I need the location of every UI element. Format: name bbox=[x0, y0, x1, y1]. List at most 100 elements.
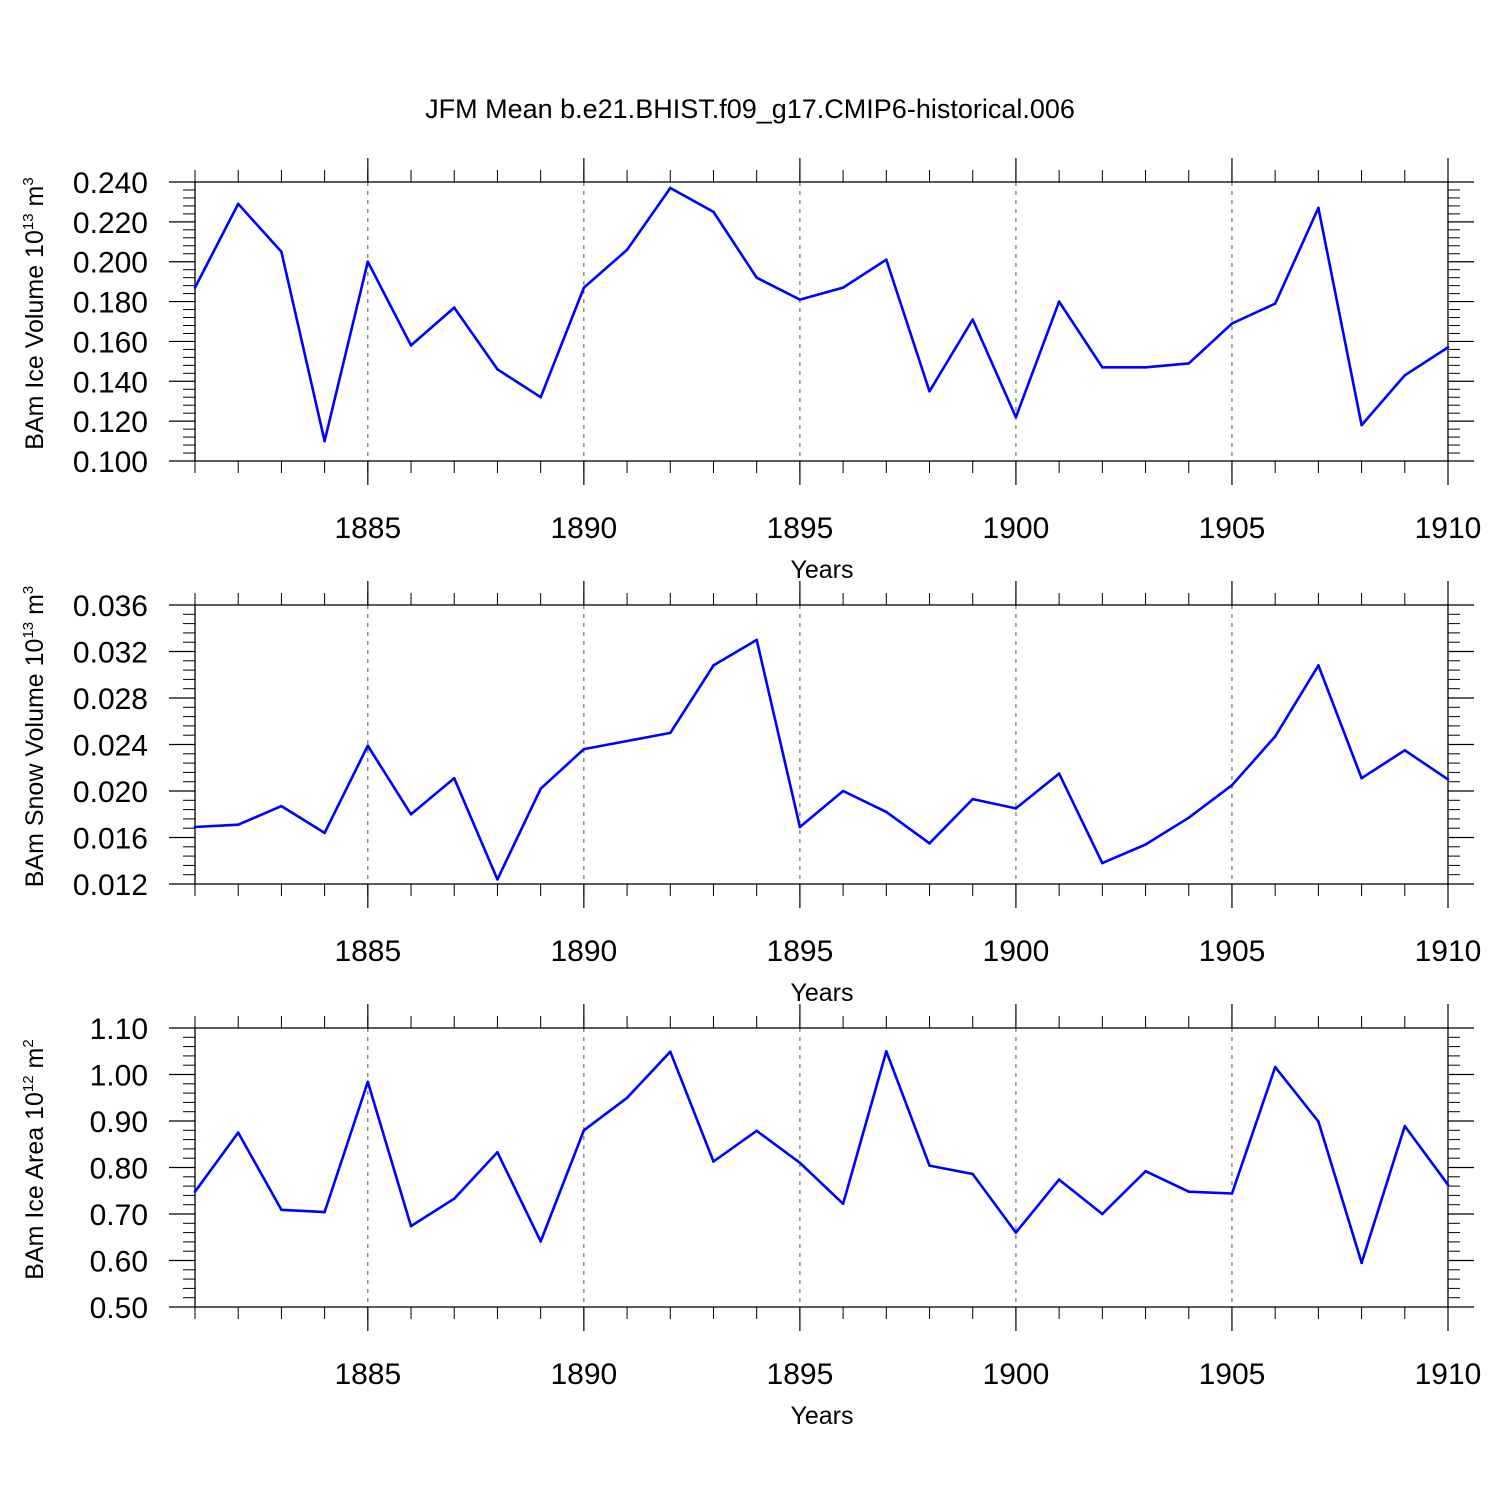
data-point bbox=[1230, 1192, 1234, 1195]
y-tick-label: 0.160 bbox=[73, 326, 148, 359]
x-axis-title: Years bbox=[790, 1402, 853, 1430]
data-point bbox=[539, 787, 542, 790]
plot-frame bbox=[194, 1027, 1449, 1308]
y-tick-label: 0.120 bbox=[73, 406, 148, 439]
data-point bbox=[1273, 302, 1277, 305]
data-point bbox=[1014, 807, 1018, 810]
x-tick-label: 1885 bbox=[334, 1358, 401, 1391]
data-point bbox=[1317, 206, 1320, 210]
data-point bbox=[841, 286, 845, 289]
data-point bbox=[885, 1049, 888, 1053]
chart-panel-2: 1885 1890 1895 1900 1905 1910 0.012 0.016 0.020 0… bbox=[20, 581, 1481, 1007]
data-point bbox=[712, 664, 715, 667]
x-tick-label: 1895 bbox=[767, 1358, 834, 1391]
x-tick-label: 1890 bbox=[550, 935, 617, 968]
data-point bbox=[1057, 300, 1061, 303]
x-tick-label: 1885 bbox=[334, 935, 401, 968]
data-point bbox=[798, 1161, 802, 1165]
y-tick-label: 0.70 bbox=[90, 1199, 148, 1232]
data-point bbox=[1317, 1120, 1320, 1123]
data-point bbox=[236, 1131, 240, 1134]
data-point bbox=[971, 797, 975, 801]
data-point bbox=[1101, 861, 1104, 865]
data-point bbox=[1403, 1124, 1407, 1128]
data-point bbox=[798, 298, 802, 301]
x-tick-label: 1900 bbox=[983, 512, 1050, 545]
series-line bbox=[194, 638, 1449, 881]
data-point bbox=[1101, 1212, 1104, 1216]
data-point bbox=[582, 747, 586, 751]
data-point bbox=[1230, 322, 1234, 325]
data-point bbox=[928, 842, 931, 845]
data-point bbox=[280, 250, 283, 254]
y-tick-label: 0.100 bbox=[73, 446, 148, 479]
data-point bbox=[539, 1240, 542, 1243]
data-point bbox=[1360, 423, 1363, 427]
data-point bbox=[452, 306, 456, 309]
y-axis-title-part: m bbox=[21, 186, 49, 214]
y-axis-title-part: BAm Ice Area 10 bbox=[21, 1092, 49, 1280]
data-point bbox=[236, 823, 240, 827]
data-point bbox=[1403, 749, 1407, 752]
plot-frame bbox=[194, 604, 1449, 885]
data-point bbox=[323, 1210, 326, 1214]
data-point bbox=[1446, 778, 1450, 781]
y-tick-label: 0.50 bbox=[90, 1292, 148, 1325]
y-axis-title: BAm Ice Volume 1013 m3 bbox=[20, 177, 49, 449]
data-point bbox=[1230, 783, 1234, 787]
data-point bbox=[1144, 843, 1147, 846]
data-point bbox=[1144, 1169, 1147, 1173]
data-point bbox=[668, 731, 672, 735]
data-point bbox=[625, 739, 629, 743]
x-tick-label: 1910 bbox=[1415, 1358, 1482, 1391]
x-axis-title: Years bbox=[790, 556, 853, 584]
data-point bbox=[1446, 1183, 1450, 1187]
data-point bbox=[841, 789, 845, 793]
data-point bbox=[193, 1190, 197, 1193]
y-tick-label: 0.020 bbox=[73, 776, 148, 809]
data-point bbox=[452, 776, 456, 780]
data-point bbox=[1446, 346, 1450, 349]
data-point bbox=[1144, 366, 1147, 369]
data-point bbox=[409, 812, 413, 816]
y-tick-label: 1.10 bbox=[90, 1013, 148, 1046]
x-tick-label: 1895 bbox=[767, 512, 834, 545]
y-axis-title-part: 2 bbox=[20, 1039, 37, 1047]
data-point bbox=[1014, 1231, 1018, 1234]
data-point bbox=[1057, 1178, 1061, 1181]
y-tick-label: 0.240 bbox=[73, 167, 148, 200]
x-tick-label: 1910 bbox=[1415, 512, 1482, 545]
data-point bbox=[496, 1150, 499, 1154]
data-point bbox=[755, 638, 758, 642]
data-point bbox=[625, 248, 629, 252]
data-point bbox=[971, 1172, 975, 1176]
data-point bbox=[1101, 366, 1104, 369]
chart-panel-1: 1885 1890 1895 1900 1905 1910 0.100 0.120 0.140 0… bbox=[20, 158, 1481, 584]
data-point bbox=[323, 831, 326, 835]
x-tick-label: 1905 bbox=[1199, 512, 1266, 545]
data-point bbox=[712, 1160, 715, 1163]
data-point bbox=[366, 260, 370, 264]
y-tick-label: 0.60 bbox=[90, 1246, 148, 1279]
data-point bbox=[1057, 772, 1061, 775]
data-point bbox=[366, 744, 370, 747]
data-point bbox=[409, 344, 413, 347]
y-axis-title-part: 12 bbox=[20, 1075, 37, 1092]
y-tick-label: 0.200 bbox=[73, 247, 148, 280]
data-point bbox=[452, 1197, 456, 1200]
y-tick-label: 0.90 bbox=[90, 1106, 148, 1139]
data-point bbox=[1273, 1065, 1277, 1069]
data-point bbox=[582, 1129, 586, 1132]
y-tick-label: 0.180 bbox=[73, 287, 148, 320]
x-axis-title: Years bbox=[790, 979, 853, 1007]
data-point bbox=[1360, 776, 1363, 780]
series-line bbox=[193, 186, 1449, 443]
data-point bbox=[1273, 735, 1277, 738]
data-point bbox=[236, 202, 240, 206]
data-point bbox=[668, 186, 672, 190]
data-point bbox=[1187, 816, 1191, 820]
data-point bbox=[1187, 1190, 1191, 1193]
panels-group: 1885 1890 1895 1900 1905 1910 0.100 0.120 0.140 0… bbox=[20, 158, 1481, 1430]
y-tick-label: 0.80 bbox=[90, 1153, 148, 1186]
